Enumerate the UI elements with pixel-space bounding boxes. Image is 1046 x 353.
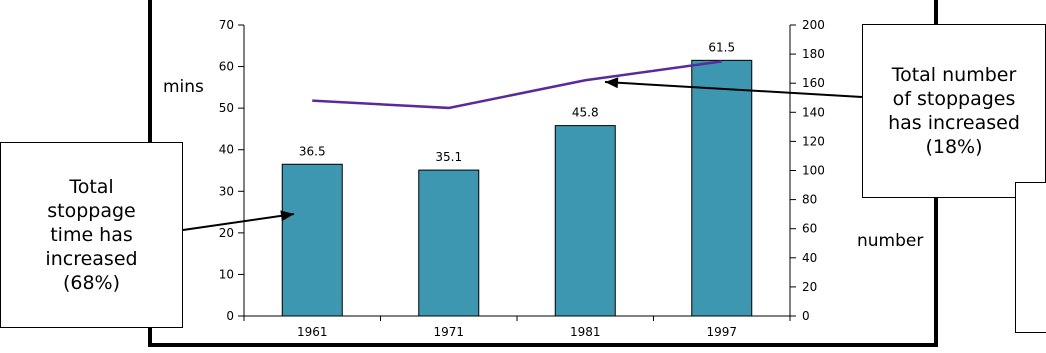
- callout-line: (68%): [62, 272, 121, 294]
- bar: [554, 125, 616, 317]
- right-tick-label: 20: [802, 280, 817, 294]
- callout-line: stoppage: [47, 200, 136, 222]
- left-tick-label: 60: [219, 60, 234, 74]
- right-tick-label: 80: [802, 193, 817, 207]
- right-tick-label: 60: [802, 222, 817, 236]
- x-tick-label: 1971: [433, 325, 464, 339]
- callout-line: Total number: [891, 64, 1017, 86]
- x-tick-label: 1981: [570, 325, 601, 339]
- callout-line: increased: [45, 248, 138, 270]
- right-tick-label: 100: [802, 164, 825, 178]
- right-tick-label: 140: [802, 105, 825, 119]
- partial-box: [1015, 182, 1046, 333]
- bar-data-label: 61.5: [708, 40, 735, 54]
- left-tick-label: 50: [219, 101, 234, 115]
- left-tick-label: 70: [219, 18, 234, 32]
- right-tick-label: 180: [802, 47, 825, 61]
- bar-data-label: 36.5: [299, 144, 326, 158]
- bar-data-label: 35.1: [435, 150, 462, 164]
- callout-line: has increased: [888, 112, 1020, 134]
- arrow-stoppages-count-head: [605, 77, 619, 89]
- callout-line: time has: [50, 224, 133, 246]
- left-tick-label: 20: [219, 226, 234, 240]
- left-tick-label: 0: [226, 309, 234, 323]
- callout-line: Total: [69, 176, 114, 198]
- callout-stoppages-count: Total number of stoppages has increased …: [862, 24, 1046, 198]
- callout-line: (18%): [925, 136, 983, 158]
- x-tick-label: 1961: [297, 325, 328, 339]
- right-tick-label: 120: [802, 134, 825, 148]
- arrow-stoppage-time-shaft: [182, 213, 295, 231]
- right-tick-label: 0: [802, 309, 810, 323]
- right-tick-label: 200: [802, 18, 825, 32]
- bar: [281, 163, 343, 317]
- line-series: [312, 60, 722, 110]
- left-tick-label: 40: [219, 143, 234, 157]
- bar: [418, 169, 480, 317]
- arrow-stoppages-count-shaft: [604, 81, 863, 98]
- arrow-stoppage-time-head: [280, 210, 294, 222]
- left-axis-label: mins: [163, 77, 204, 97]
- x-tick-label: 1997: [706, 325, 737, 339]
- right-tick-label: 160: [802, 76, 825, 90]
- callout-line: of stoppages: [892, 88, 1016, 110]
- right-axis-label: number: [857, 231, 923, 251]
- bar-data-label: 45.8: [572, 106, 599, 120]
- right-tick-label: 40: [802, 251, 817, 265]
- callout-stoppage-time: Total stoppage time has increased (68%): [0, 142, 183, 328]
- bar: [691, 59, 753, 317]
- left-tick-label: 10: [219, 267, 234, 281]
- left-tick-label: 30: [219, 184, 234, 198]
- chart-frame: [148, 0, 938, 347]
